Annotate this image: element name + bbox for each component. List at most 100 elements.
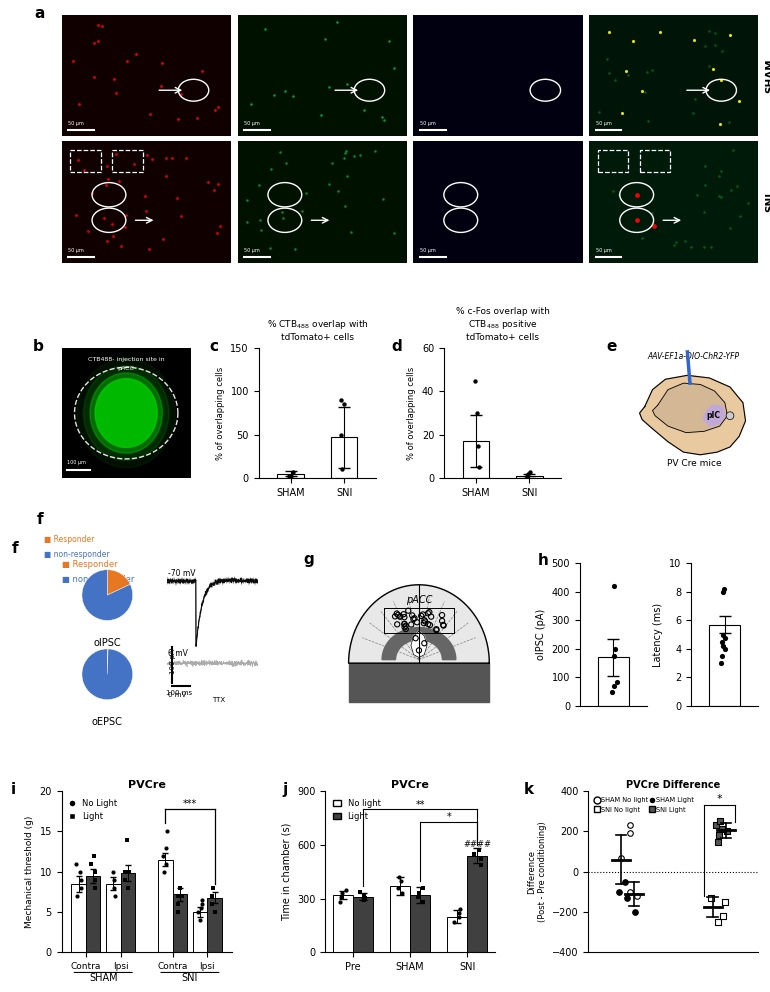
- Point: [413, 643, 425, 659]
- Point: [425, 609, 437, 625]
- Bar: [207, 898, 222, 952]
- Point: [119, 864, 132, 880]
- Point: [608, 648, 621, 664]
- Point: [723, 114, 735, 130]
- Point: [86, 186, 99, 201]
- Point: [107, 228, 119, 244]
- Point: [398, 619, 410, 635]
- Point: [96, 18, 109, 34]
- Text: 50 μm: 50 μm: [420, 248, 436, 253]
- Point: [624, 825, 637, 841]
- Point: [107, 864, 119, 880]
- Point: [175, 207, 187, 223]
- Point: [106, 216, 119, 232]
- Point: [110, 85, 122, 101]
- Point: [699, 38, 711, 54]
- Point: [108, 872, 120, 888]
- Title: PVCre::tdTomato
Right pIC: PVCre::tdTomato Right pIC: [109, 0, 183, 14]
- Wedge shape: [82, 569, 132, 620]
- Point: [611, 674, 623, 689]
- Point: [631, 186, 643, 202]
- Point: [390, 605, 403, 621]
- Point: [716, 634, 728, 650]
- Point: [101, 233, 113, 249]
- Text: SHAM: SHAM: [89, 972, 118, 982]
- Polygon shape: [640, 375, 745, 454]
- Point: [685, 239, 698, 255]
- Bar: [86, 876, 100, 952]
- Point: [712, 827, 725, 843]
- Point: [206, 888, 218, 904]
- Text: ■ non-responder: ■ non-responder: [62, 574, 134, 584]
- Point: [192, 904, 204, 920]
- Point: [89, 880, 101, 896]
- Point: [604, 24, 616, 40]
- Point: [725, 182, 738, 197]
- Point: [340, 882, 352, 898]
- Text: ■ Responder: ■ Responder: [44, 535, 95, 544]
- Point: [287, 88, 300, 104]
- Point: [521, 468, 533, 484]
- Point: [157, 848, 169, 864]
- Point: [715, 656, 727, 672]
- Point: [430, 622, 443, 638]
- Point: [698, 239, 710, 255]
- Text: 50 μm: 50 μm: [244, 121, 260, 126]
- Point: [109, 70, 121, 86]
- Point: [646, 62, 658, 78]
- Polygon shape: [382, 628, 456, 660]
- Text: 100 ms: 100 ms: [166, 690, 192, 696]
- Y-axis label: Latency (ms): Latency (ms): [654, 602, 664, 667]
- Text: c: c: [209, 339, 219, 354]
- Point: [335, 392, 347, 408]
- Point: [688, 90, 701, 106]
- Point: [253, 178, 265, 193]
- Point: [196, 63, 208, 79]
- Point: [194, 913, 206, 929]
- Point: [196, 896, 209, 912]
- Point: [606, 683, 618, 699]
- Point: [417, 606, 429, 622]
- Circle shape: [726, 412, 734, 420]
- Point: [616, 105, 628, 121]
- Text: oEPSC: oEPSC: [92, 717, 122, 727]
- Point: [207, 880, 219, 896]
- Point: [280, 155, 293, 171]
- Point: [341, 168, 353, 184]
- Point: [78, 162, 90, 178]
- Point: [613, 186, 625, 202]
- Point: [716, 43, 728, 59]
- Point: [733, 93, 745, 109]
- Point: [92, 33, 104, 49]
- Point: [407, 611, 420, 627]
- Point: [397, 606, 410, 622]
- Point: [158, 864, 170, 880]
- Point: [212, 176, 224, 191]
- Point: [70, 856, 82, 872]
- Point: [159, 856, 172, 872]
- Text: a: a: [35, 6, 45, 22]
- Point: [524, 463, 536, 479]
- Point: [89, 864, 101, 880]
- Point: [335, 889, 347, 905]
- Point: [74, 864, 86, 880]
- Bar: [390, 886, 410, 952]
- Point: [376, 108, 388, 124]
- Bar: [467, 856, 487, 952]
- Point: [688, 32, 701, 48]
- Point: [146, 151, 158, 167]
- Point: [714, 116, 726, 132]
- Point: [713, 187, 725, 203]
- Point: [668, 237, 680, 253]
- Text: g: g: [303, 552, 314, 567]
- Point: [398, 616, 410, 632]
- Point: [468, 846, 480, 862]
- Point: [402, 603, 414, 619]
- Point: [718, 630, 731, 646]
- Y-axis label: % of overlapping cells: % of overlapping cells: [216, 366, 225, 459]
- Point: [437, 617, 450, 633]
- Point: [139, 202, 152, 218]
- Text: f: f: [36, 512, 43, 527]
- Point: [418, 635, 430, 651]
- Text: 50 μm: 50 μm: [69, 121, 84, 126]
